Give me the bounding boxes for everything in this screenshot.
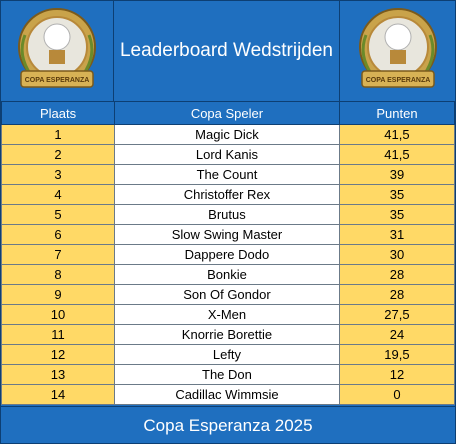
player-name-cell: Christoffer Rex (114, 184, 340, 205)
rank-cell: 14 (0, 384, 116, 405)
rank-cell: 4 (0, 184, 116, 205)
player-name-cell: Bonkie (114, 264, 340, 285)
golf-trophy-emblem-icon: COPA ESPERANZA (18, 8, 96, 88)
player-name-cell: Dappere Dodo (114, 244, 340, 265)
column-header-punten: Punten (338, 101, 456, 125)
points-cell: 39 (338, 164, 456, 185)
logo-text: COPA ESPERANZA (25, 77, 90, 84)
logo-right: COPA ESPERANZA (339, 1, 455, 101)
table-row: 4 Christoffer Rex 35 (0, 184, 456, 205)
rank-cell: 7 (0, 244, 116, 265)
table-row: 14 Cadillac Wimmsie 0 (0, 384, 456, 405)
table-row: 13 The Don 12 (0, 364, 456, 385)
table-row: 10 X-Men 27,5 (0, 304, 456, 325)
table-row: 9 Son Of Gondor 28 (0, 284, 456, 305)
rank-cell: 3 (0, 164, 116, 185)
logo-text: COPA ESPERANZA (365, 77, 430, 84)
rank-cell: 10 (0, 304, 116, 325)
logo-left: COPA ESPERANZA (1, 1, 114, 101)
player-name-cell: The Don (114, 364, 340, 385)
table-header-row: Plaats Copa Speler Punten (0, 101, 456, 125)
column-header-plaats: Plaats (0, 101, 116, 125)
player-name-cell: Lord Kanis (114, 144, 340, 165)
header: COPA ESPERANZA Leaderboard Wedstrijden C… (1, 1, 455, 101)
table-row: 7 Dappere Dodo 30 (0, 244, 456, 265)
points-cell: 27,5 (338, 304, 456, 325)
table-row: 3 The Count 39 (0, 164, 456, 185)
table-row: 11 Knorrie Borettie 24 (0, 324, 456, 345)
golf-trophy-emblem-icon: COPA ESPERANZA (358, 8, 437, 88)
player-name-cell: Lefty (114, 344, 340, 365)
points-cell: 41,5 (338, 124, 456, 145)
player-name-cell: Cadillac Wimmsie (114, 384, 340, 405)
player-name-cell: Slow Swing Master (114, 224, 340, 245)
player-name-cell: X-Men (114, 304, 340, 325)
points-cell: 28 (338, 264, 456, 285)
points-cell: 19,5 (338, 344, 456, 365)
table-row: 8 Bonkie 28 (0, 264, 456, 285)
player-name-cell: Magic Dick (114, 124, 340, 145)
points-cell: 12 (338, 364, 456, 385)
player-name-cell: The Count (114, 164, 340, 185)
player-name-cell: Knorrie Borettie (114, 324, 340, 345)
rank-cell: 12 (0, 344, 116, 365)
table-row: 1 Magic Dick 41,5 (0, 124, 456, 145)
footer-title: Copa Esperanza 2025 (1, 406, 455, 444)
points-cell: 30 (338, 244, 456, 265)
table-row: 5 Brutus 35 (0, 204, 456, 225)
points-cell: 35 (338, 184, 456, 205)
rank-cell: 13 (0, 364, 116, 385)
table-row: 2 Lord Kanis 41,5 (0, 144, 456, 165)
player-name-cell: Son Of Gondor (114, 284, 340, 305)
rank-cell: 6 (0, 224, 116, 245)
rank-cell: 1 (0, 124, 116, 145)
rank-cell: 8 (0, 264, 116, 285)
player-name-cell: Brutus (114, 204, 340, 225)
points-cell: 28 (338, 284, 456, 305)
rank-cell: 2 (0, 144, 116, 165)
points-cell: 24 (338, 324, 456, 345)
points-cell: 31 (338, 224, 456, 245)
rank-cell: 9 (0, 284, 116, 305)
page-title: Leaderboard Wedstrijden (119, 40, 333, 61)
column-header-speler: Copa Speler (114, 101, 340, 125)
points-cell: 35 (338, 204, 456, 225)
table-row: 12 Lefty 19,5 (0, 344, 456, 365)
table-row: 6 Slow Swing Master 31 (0, 224, 456, 245)
points-cell: 0 (338, 384, 456, 405)
rank-cell: 5 (0, 204, 116, 225)
rank-cell: 11 (0, 324, 116, 345)
leaderboard-table: Plaats Copa Speler Punten 1 Magic Dick 41,… (0, 101, 456, 405)
points-cell: 41,5 (338, 144, 456, 165)
